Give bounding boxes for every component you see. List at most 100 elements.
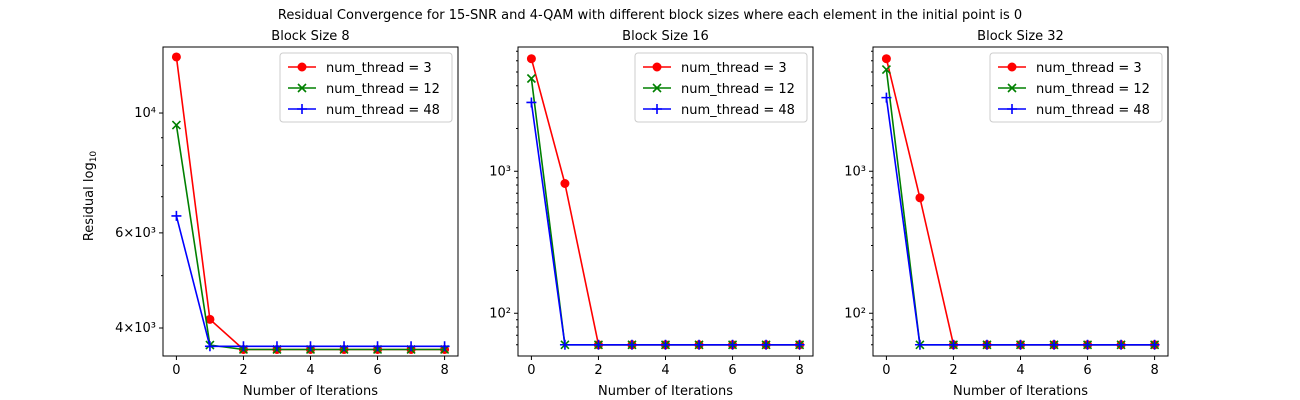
y-tick-label: 10² [489,306,511,321]
data-point [1049,339,1060,350]
legend-marker [652,83,662,93]
data-point [439,341,450,352]
x-tick-label: 2 [949,363,957,378]
data-point [881,65,891,75]
series-3 [526,97,805,350]
subplot-3: Block Size 32 0 2 4 6 8 Number of Iterations 10… [844,29,1169,399]
y-tick-label: 4×10³ [115,321,156,336]
data-point [1082,339,1093,350]
x-axis-label: Number of Iterations [243,384,378,399]
data-point [1015,339,1026,350]
x-tick-label: 6 [373,363,381,378]
data-point [204,341,215,352]
x-tick-label: 0 [527,363,535,378]
y-tick-label: 6×10³ [115,226,156,241]
legend-marker [652,62,662,72]
data-point [948,339,959,350]
legend-marker [297,62,307,72]
legend-label: num_thread = 48 [1036,103,1150,118]
data-point [171,120,181,130]
data-point [694,339,705,350]
series-line [530,102,800,346]
figure-title: Residual Convergence for 15-SNR and 4-QA… [278,8,1022,23]
x-axis-label: Number of Iterations [953,384,1088,399]
data-point [660,339,671,350]
y-tick-label: 10² [844,306,866,321]
data-point [761,339,772,350]
subplot-title: Block Size 32 [977,29,1064,44]
data-point [305,341,316,352]
x-tick-label: 4 [306,363,314,378]
subplot-2: Block Size 16 0 2 4 6 8 Number of Iterations 10… [489,29,814,399]
legend-marker [652,104,662,114]
y-axis-label: Residual log10 [82,151,99,242]
data-point [406,341,417,352]
legend-frame [989,52,1163,123]
legend-marker [1007,104,1017,114]
legend-label: num_thread = 48 [681,103,795,118]
x-tick-label: 8 [440,363,448,378]
subplot-title: Block Size 16 [622,29,709,44]
data-point [626,339,637,350]
legend-frame [279,52,453,123]
legend-label: num_thread = 12 [326,82,440,97]
y-tick-label: 10³ [489,164,511,179]
y-tick-label: 10³ [844,164,866,179]
x-tick-label: 4 [661,363,669,378]
subplot-1: Block Size 8 0 2 4 6 8 Number of Iterations 4×1… [115,29,459,399]
x-tick-label: 2 [239,363,247,378]
legend-marker [1007,62,1017,72]
legend-marker [297,104,307,114]
y-tick-label: 10⁴ [134,106,156,121]
series-3 [881,92,1160,350]
data-point [881,54,891,64]
data-point [171,210,182,221]
legend-label: num_thread = 3 [1036,61,1142,76]
legend-label: num_thread = 48 [326,103,440,118]
data-point [981,339,992,350]
legend-marker [1007,83,1017,93]
x-tick-label: 2 [594,363,602,378]
data-point [1116,339,1127,350]
legend-label: num_thread = 3 [681,61,787,76]
data-point [914,339,925,350]
x-axis-label: Number of Iterations [598,384,733,399]
series-line [175,124,445,351]
data-point [526,97,537,108]
legend: num_thread = 3 num_thread = 12 num_thread … [279,52,453,123]
x-tick-label: 8 [795,363,803,378]
legend-label: num_thread = 12 [1036,82,1150,97]
x-tick-label: 0 [882,363,890,378]
data-point [559,339,570,350]
x-tick-label: 0 [172,363,180,378]
data-point [881,92,892,103]
subplots: Block Size 8 0 2 4 6 8 Number of Iterations 4×1… [115,29,1169,399]
series-3 [171,210,450,352]
legend-marker [297,83,307,93]
legend-frame [634,52,808,123]
subplot-title: Block Size 8 [271,29,349,44]
data-point [915,193,925,203]
x-tick-label: 6 [1083,363,1091,378]
x-tick-label: 4 [1016,363,1024,378]
data-point [560,178,570,188]
legend: num_thread = 3 num_thread = 12 num_thread … [989,52,1163,123]
legend-label: num_thread = 3 [326,61,432,76]
data-point [1149,339,1160,350]
data-point [238,341,249,352]
data-point [526,54,536,64]
x-tick-label: 6 [728,363,736,378]
data-point [339,341,350,352]
data-point [171,52,181,62]
data-point [794,339,805,350]
data-point [526,73,536,84]
legend-label: num_thread = 12 [681,82,795,97]
data-point [372,341,383,352]
x-tick-label: 8 [1150,363,1158,378]
series-line [885,97,1155,346]
legend: num_thread = 3 num_thread = 12 num_thread … [634,52,808,123]
series-line [175,215,445,348]
data-point [727,339,738,350]
data-point [271,341,282,352]
